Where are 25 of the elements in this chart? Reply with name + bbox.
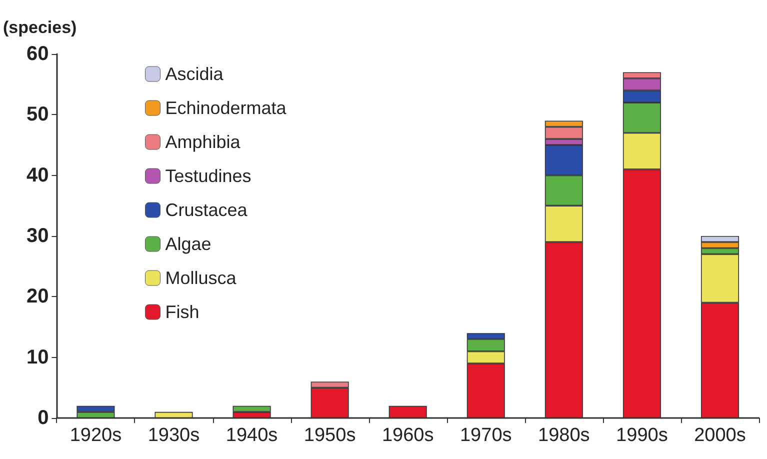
legend-label: Mollusca bbox=[165, 268, 238, 288]
y-tick-label: 20 bbox=[26, 286, 49, 308]
y-tick-label: 30 bbox=[26, 225, 49, 247]
legend-label: Fish bbox=[165, 302, 200, 322]
x-tick-label: 1930s bbox=[148, 425, 200, 446]
y-tick-label: 60 bbox=[26, 43, 49, 65]
y-tick-label: 40 bbox=[26, 164, 49, 186]
x-tick-label: 1920s bbox=[70, 425, 122, 446]
x-tick-label: 1950s bbox=[304, 425, 356, 446]
y-tick-label: 10 bbox=[26, 346, 49, 368]
x-tick-label: 1970s bbox=[460, 425, 512, 446]
y-tick-label: 0 bbox=[38, 407, 49, 429]
y-tick-label: 50 bbox=[26, 104, 49, 126]
x-tick-label: 1990s bbox=[616, 425, 668, 446]
legend-label: Echinodermata bbox=[165, 98, 288, 118]
legend-label: Amphibia bbox=[165, 132, 242, 152]
legend-label: Crustacea bbox=[165, 200, 248, 220]
legend-label: Algae bbox=[165, 234, 212, 254]
x-tick-label: 2000s bbox=[694, 425, 746, 446]
x-tick-label: 1980s bbox=[538, 425, 590, 446]
x-tick-label: 1940s bbox=[226, 425, 278, 446]
y-axis-title: (species) bbox=[3, 18, 77, 37]
legend-label: Testudines bbox=[165, 166, 252, 186]
legend-label: Ascidia bbox=[165, 64, 224, 84]
x-tick-label: 1960s bbox=[382, 425, 434, 446]
